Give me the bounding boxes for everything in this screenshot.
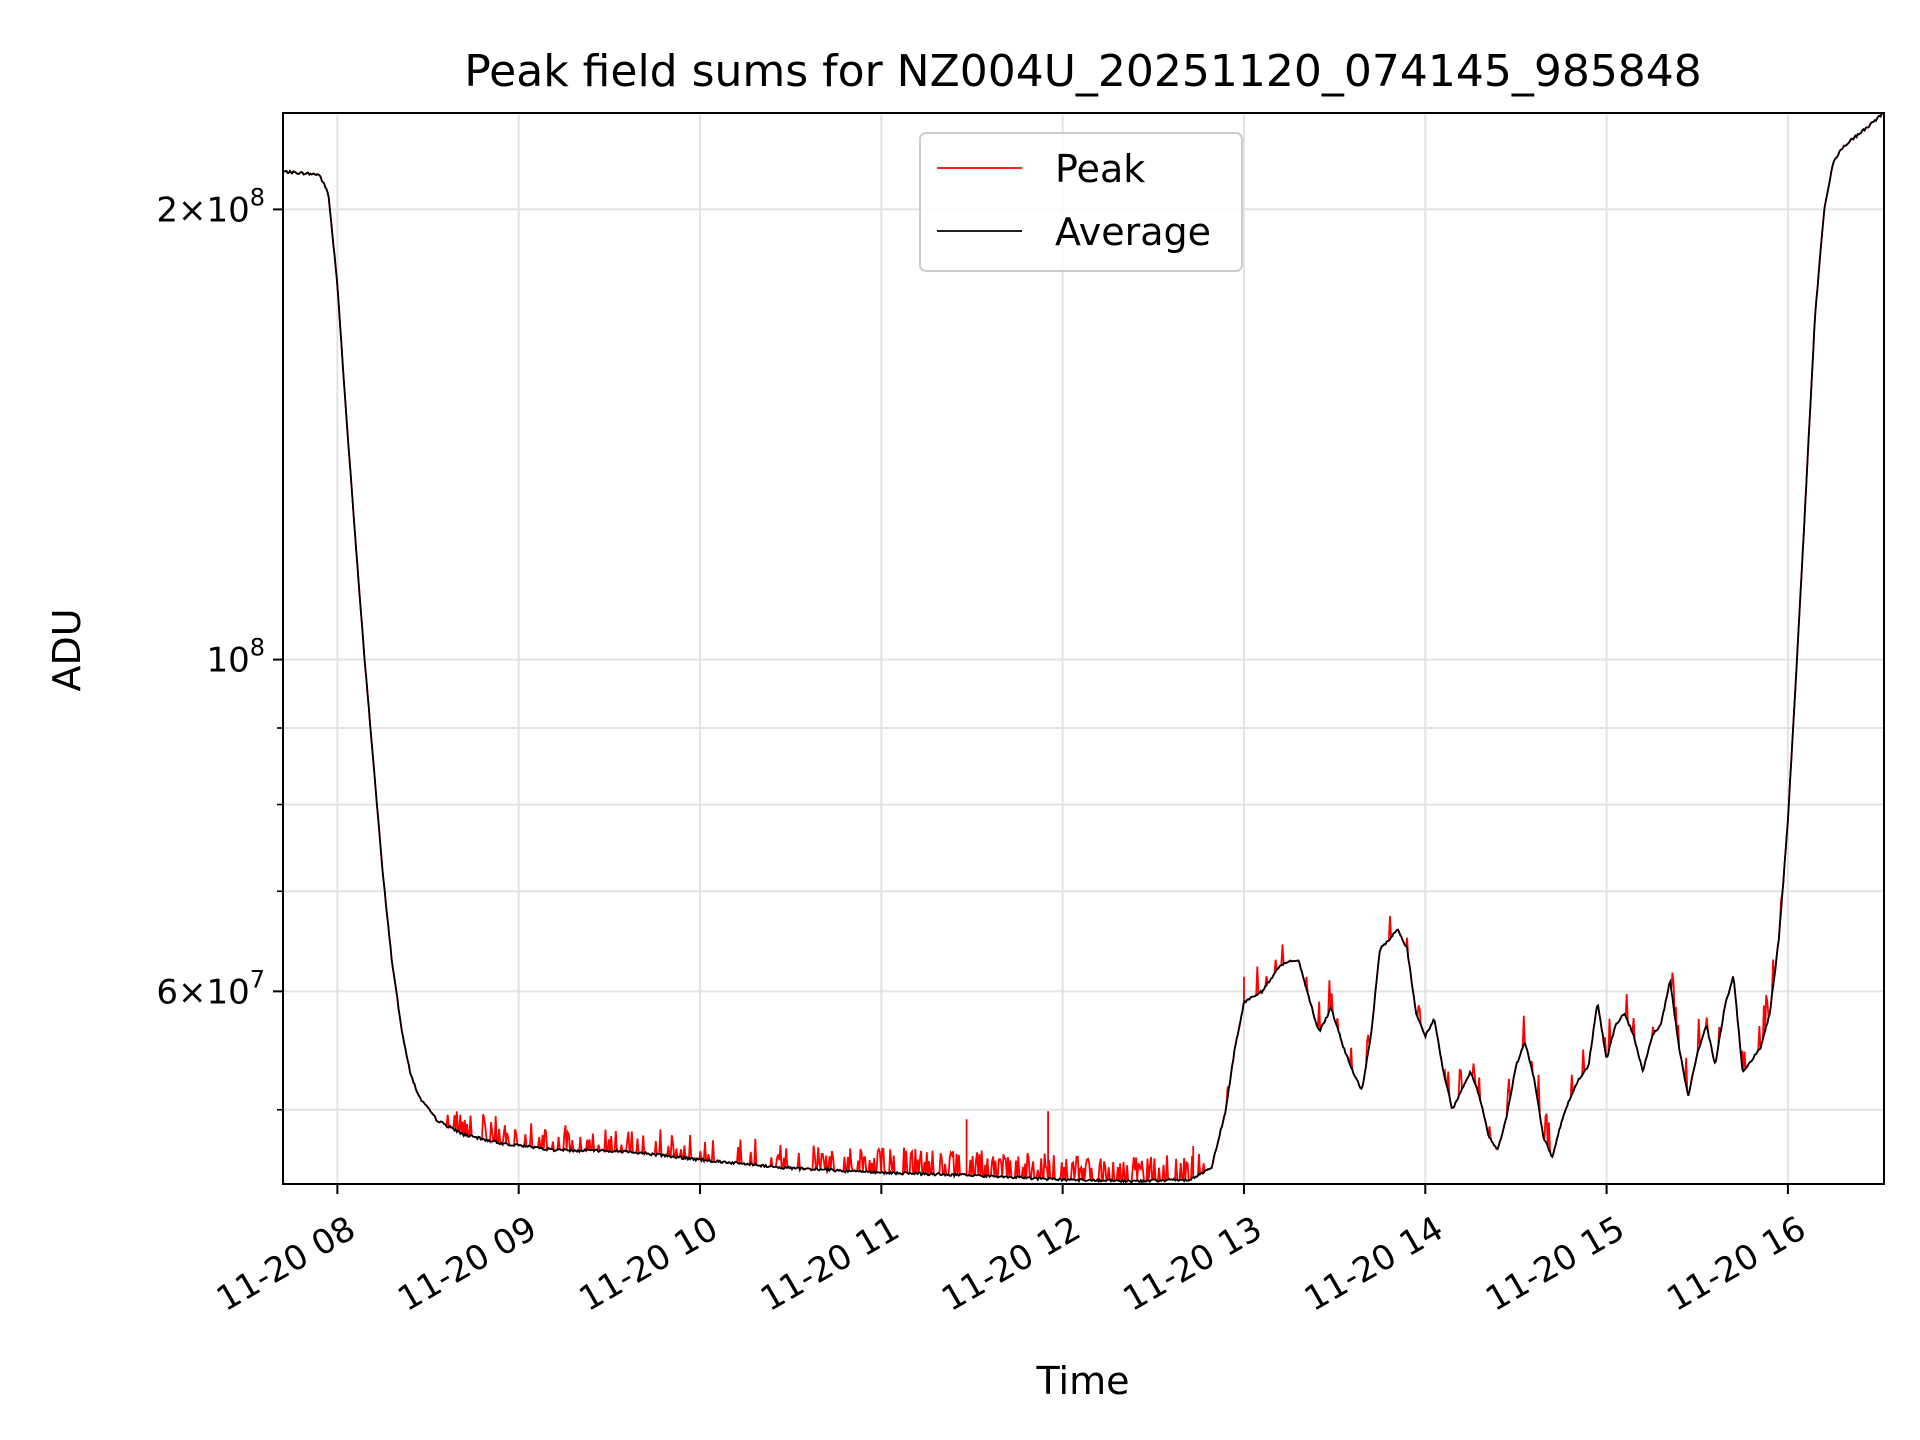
plot-frame xyxy=(282,112,1885,1185)
chart-title: Peak field sums for NZ004U_20251120_0741… xyxy=(464,46,1702,97)
y-tick-label: 6×107 xyxy=(156,965,265,1012)
y-tick-mantissa: 6 xyxy=(156,972,178,1012)
series-line-average xyxy=(282,112,1885,1184)
y-tick-times-sign: × xyxy=(178,190,207,230)
legend: Peak Average xyxy=(919,132,1243,272)
y-tick-exponent: 8 xyxy=(250,634,265,662)
y-tick-label: 108 xyxy=(206,634,265,681)
y-tick-exponent: 7 xyxy=(250,965,265,993)
plot-series xyxy=(282,112,1885,1185)
legend-label-average: Average xyxy=(1055,210,1211,254)
y-tick-base: 10 xyxy=(206,190,249,230)
y-tick-mantissa: 2 xyxy=(156,190,178,230)
series-line-peak xyxy=(282,112,1885,1185)
y-axis-label: ADU xyxy=(45,608,89,691)
y-tick-base: 10 xyxy=(206,972,249,1012)
grid-lines xyxy=(283,113,1884,1184)
y-tick-exponent: 8 xyxy=(250,183,265,211)
y-tick-times-sign: × xyxy=(178,972,207,1012)
y-tick-label: 2×108 xyxy=(156,183,265,230)
x-axis-label: Time xyxy=(1036,1359,1130,1403)
y-tick-base: 10 xyxy=(206,641,249,681)
legend-label-peak: Peak xyxy=(1055,147,1145,191)
